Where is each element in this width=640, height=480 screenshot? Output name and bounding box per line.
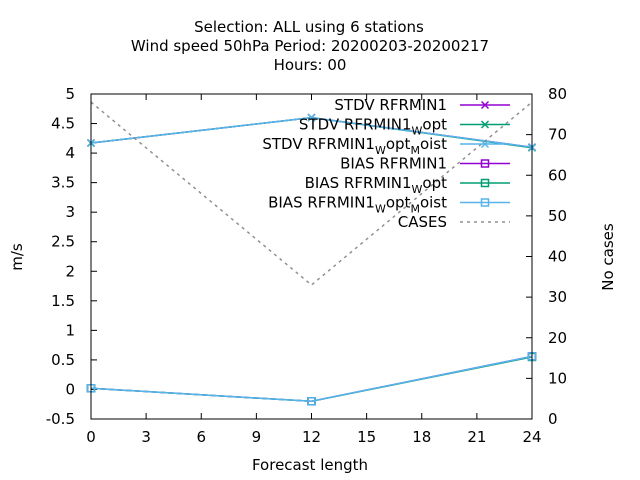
legend-label-part: opt <box>422 174 447 192</box>
chart-title-line-3: Hours: 00 <box>274 56 347 74</box>
series-line <box>90 101 533 286</box>
y-tick-label: 1.5 <box>51 292 75 310</box>
x-tick-label: 6 <box>196 428 206 446</box>
legend-sample-marker <box>480 139 490 149</box>
legend-label-part: opt <box>386 194 411 212</box>
legend-sample-marker <box>480 120 490 129</box>
legend-item: BIAS RFRMIN1Wopt <box>305 174 510 196</box>
legend-label-part: opt <box>422 116 447 134</box>
y2-tick-label: 10 <box>548 369 567 387</box>
legend-label-part: BIAS RFRMIN1 <box>340 155 447 173</box>
legend-sample-marker <box>480 178 490 188</box>
legend-label-subscript: M <box>410 144 420 157</box>
y-tick-label: 4.5 <box>51 115 75 133</box>
legend-label: BIAS RFRMIN1 <box>340 155 447 173</box>
y-tick-label: 4 <box>65 144 75 162</box>
series-line <box>86 352 537 406</box>
y-axis-label: m/s <box>8 243 26 271</box>
x-tick-label: 9 <box>252 428 262 446</box>
legend-label-part: STDV RFRMIN1 <box>262 135 375 153</box>
legend-label-part: oist <box>420 194 447 212</box>
x-tick-label: 3 <box>141 428 151 446</box>
legend-item: BIAS RFRMIN1 <box>340 155 510 173</box>
y2-tick-label: 0 <box>548 410 558 428</box>
y-tick-label: 3 <box>65 203 75 221</box>
y2-tick-label: 60 <box>548 166 567 184</box>
legend-label-subscript: W <box>412 183 423 196</box>
legend-label-part: STDV RFRMIN1 <box>334 96 447 114</box>
y-tick-label: 0.5 <box>51 351 75 369</box>
x-tick-label: 15 <box>357 428 376 446</box>
legend-label-part: BIAS RFRMIN1 <box>268 194 375 212</box>
legend-sample-marker <box>480 198 490 207</box>
x-tick-label: 0 <box>86 428 96 446</box>
x-axis-label: Forecast length <box>252 456 368 474</box>
y-tick-label: 5 <box>65 85 75 103</box>
legend-label: BIAS RFRMIN1WoptMoist <box>268 194 447 216</box>
y-tick-label: 2.5 <box>51 233 75 251</box>
y2-tick-label: 40 <box>548 248 567 266</box>
legend-sample-marker <box>480 100 490 110</box>
legend-label-subscript: W <box>375 203 386 216</box>
y2-axis-label: No cases <box>599 223 617 291</box>
legend-item: BIAS RFRMIN1WoptMoist <box>268 194 510 216</box>
y2-tick-label: 50 <box>548 207 567 225</box>
legend-label-part: STDV RFRMIN1 <box>299 116 412 134</box>
y-tick-label: 1 <box>65 321 75 339</box>
y-tick-label: 2 <box>65 262 75 280</box>
legend-label-subscript: W <box>375 144 386 157</box>
x-tick-label: 21 <box>467 428 486 446</box>
x-tick-label: 18 <box>412 428 431 446</box>
chart-title-line-2: Wind speed 50hPa Period: 20200203-202002… <box>131 37 489 55</box>
legend-label-part: BIAS RFRMIN1 <box>305 174 412 192</box>
legend-item: STDV RFRMIN1Wopt <box>299 116 510 138</box>
legend-label: CASES <box>398 213 447 231</box>
legend-item: STDV RFRMIN1 <box>334 96 510 114</box>
chart-title-line-1: Selection: ALL using 6 stations <box>194 18 424 36</box>
y2-tick-label: 30 <box>548 288 567 306</box>
legend-label-part: CASES <box>398 213 447 231</box>
legend-label-subscript: W <box>412 125 423 138</box>
y2-tick-label: 20 <box>548 329 567 347</box>
legend-label: STDV RFRMIN1WoptMoist <box>262 135 447 157</box>
y2-tick-label: 80 <box>548 85 567 103</box>
legend-label: STDV RFRMIN1Wopt <box>299 116 447 138</box>
y-tick-label: 0 <box>65 380 75 398</box>
plot-frame <box>90 93 533 420</box>
series-line <box>90 355 533 403</box>
legend-label: BIAS RFRMIN1Wopt <box>305 174 447 196</box>
series-layer <box>86 101 537 406</box>
x-tick-label: 24 <box>522 428 541 446</box>
legend-label-part: opt <box>386 135 411 153</box>
legend-sample-marker <box>480 159 490 168</box>
series-line <box>90 356 533 403</box>
y2-tick-label: 70 <box>548 126 567 144</box>
y-tick-label: -0.5 <box>46 410 75 428</box>
legend-label-part: oist <box>420 135 447 153</box>
legend-item: STDV RFRMIN1WoptMoist <box>262 135 510 157</box>
axis-ticks: 0 3 6 9 12 15 18 21 24-0.500.511.522.533.544.550… <box>46 85 567 446</box>
data-point <box>307 397 316 406</box>
x-tick-label: 12 <box>302 428 321 446</box>
y-tick-label: 3.5 <box>51 174 75 192</box>
series-line <box>90 355 533 403</box>
legend-label: STDV RFRMIN1 <box>334 96 447 114</box>
legend-item: CASES <box>398 213 510 231</box>
series-line <box>86 352 537 406</box>
data-point <box>307 113 316 122</box>
series-cases <box>90 101 533 286</box>
legend-label-subscript: M <box>410 203 420 216</box>
